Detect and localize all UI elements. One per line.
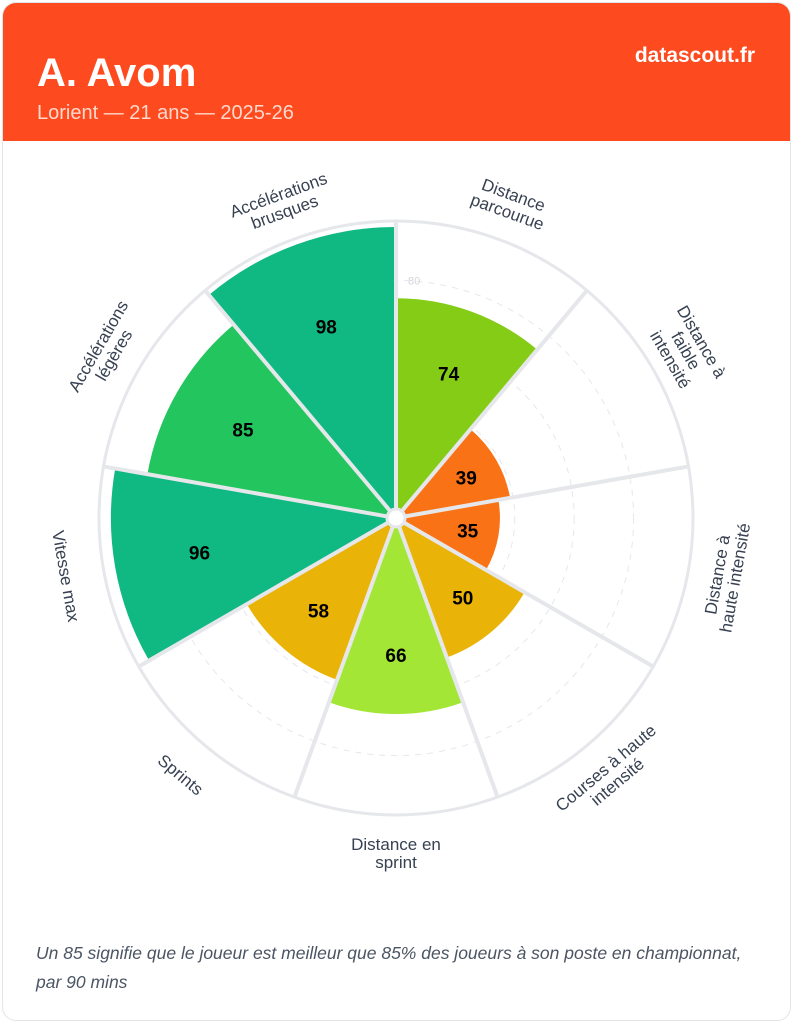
category-label: Vitesse max	[48, 529, 83, 624]
bar-3	[396, 518, 525, 658]
bar-5	[246, 518, 396, 680]
category-label-line: sprint	[375, 853, 417, 872]
value-label: 66	[385, 646, 406, 667]
category-label-line: Sprints	[154, 751, 207, 800]
player-name: A. Avom	[37, 51, 197, 95]
footer-note: Un 85 signifie que le joueur est meilleu…	[36, 943, 742, 992]
value-label: 98	[316, 318, 337, 339]
bar-8	[208, 226, 396, 518]
category-label: Distance en sprint	[351, 835, 441, 872]
bar-0	[396, 298, 538, 518]
bar-7	[147, 324, 396, 518]
value-label: 85	[232, 421, 254, 442]
bar-4	[328, 518, 464, 715]
value-label: 39	[456, 468, 477, 489]
value-label: 35	[457, 522, 479, 543]
tick-label-80: 80	[408, 275, 420, 287]
category-label: Distance àhaute intensité	[699, 519, 755, 634]
value-label: 50	[452, 589, 473, 610]
separator-4	[394, 517, 500, 798]
category-label-line: Vitesse max	[48, 529, 83, 624]
category-label-line: Distance en	[351, 835, 441, 854]
separator-8	[203, 289, 398, 520]
header: A. Avom Lorient — 21 ans — 2025-26 datas…	[3, 3, 790, 141]
separator-1	[394, 289, 589, 520]
category-label: Accélérationsbrusques	[227, 169, 336, 239]
separator-7	[103, 464, 397, 520]
value-label: 96	[189, 544, 210, 565]
separator-5	[292, 517, 398, 798]
bar-2	[396, 499, 500, 570]
separator-3	[394, 516, 655, 669]
bar-6	[110, 468, 397, 661]
separator-2	[395, 464, 689, 520]
brand-link[interactable]: datascout.fr	[634, 44, 755, 67]
player-subtitle: Lorient — 21 ans — 2025-26	[37, 102, 294, 124]
separator-6	[137, 516, 397, 669]
category-label: Distanceparcourue	[468, 173, 553, 234]
bar-1	[396, 429, 511, 518]
value-label: 58	[308, 601, 329, 622]
value-label: 74	[438, 364, 460, 385]
center-dot	[385, 507, 407, 529]
category-label: Sprints	[154, 751, 207, 800]
